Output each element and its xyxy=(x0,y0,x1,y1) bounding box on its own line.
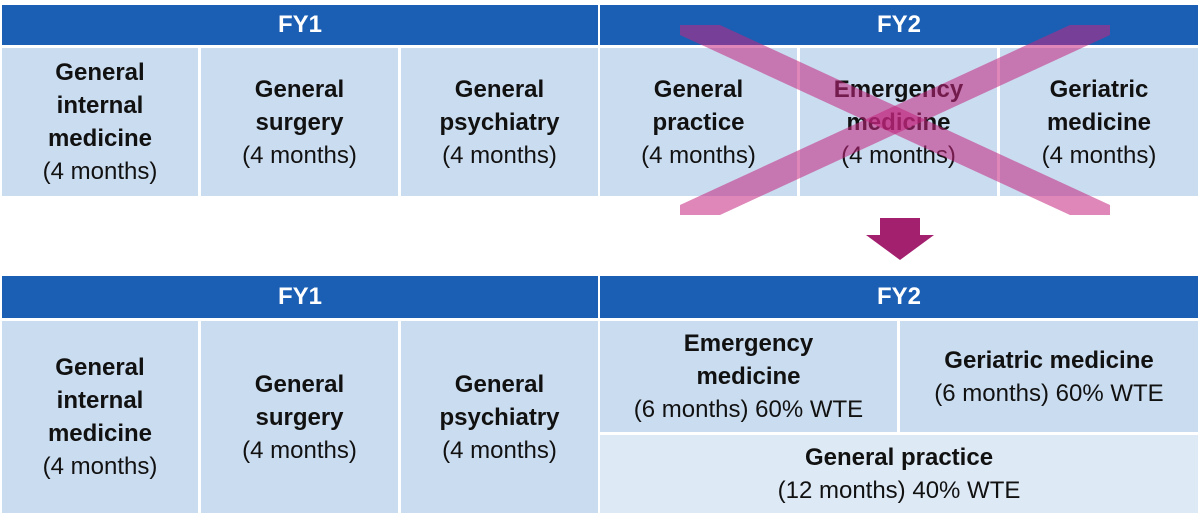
cell: Geriatric medicine (4 months) xyxy=(1000,48,1198,196)
cell-name: General surgery xyxy=(254,75,345,136)
cell-name: General practice xyxy=(652,75,745,136)
down-arrow xyxy=(866,218,934,260)
cell: General internal medicine (4 months) xyxy=(2,48,198,196)
cell-duration: (4 months) xyxy=(42,158,158,185)
header: FY1 xyxy=(2,5,598,45)
cell: General surgery (4 months) xyxy=(201,48,398,196)
cell-name: Geriatric medicine xyxy=(1046,75,1152,136)
cell-name: General internal medicine xyxy=(47,59,153,152)
header: FY1 xyxy=(2,276,598,318)
cell-name: General surgery xyxy=(254,370,345,431)
cell-name: General psychiatry xyxy=(439,75,560,136)
cell: Emergency medicine (6 months) 60% WTE xyxy=(600,321,897,432)
cell-duration: (4 months) xyxy=(242,141,357,169)
cell-duration: (4 months) xyxy=(242,436,357,464)
cell-name: General psychiatry xyxy=(439,370,560,431)
cell: Geriatric medicine (6 months) 60% WTE xyxy=(900,321,1198,432)
cell-duration: (4 months) xyxy=(442,436,557,464)
cell: General psychiatry (4 months) xyxy=(401,48,598,196)
cell: General psychiatry (4 months) xyxy=(401,321,598,513)
cell-name: General internal medicine xyxy=(47,354,153,447)
header: FY2 xyxy=(600,276,1198,318)
cell: General surgery (4 months) xyxy=(201,321,398,513)
cell-duration: (12 months) 40% WTE xyxy=(777,477,1021,504)
cross-stroke xyxy=(680,25,1110,215)
cell: General practice (12 months) 40% WTE xyxy=(600,435,1198,513)
cell-duration: (6 months) 60% WTE xyxy=(934,379,1164,407)
cell-name: Geriatric medicine xyxy=(944,346,1154,374)
cell-duration: (4 months) xyxy=(442,141,557,169)
cell-duration: (6 months) 60% WTE xyxy=(633,396,864,423)
cell-duration: (4 months) xyxy=(1041,141,1157,169)
cell-duration: (4 months) xyxy=(42,453,158,480)
cell: General internal medicine (4 months) xyxy=(2,321,198,513)
cell-name: Emergency medicine xyxy=(683,330,814,390)
cell-duration: (4 months) xyxy=(641,141,756,169)
cell-name: General practice xyxy=(804,444,994,471)
